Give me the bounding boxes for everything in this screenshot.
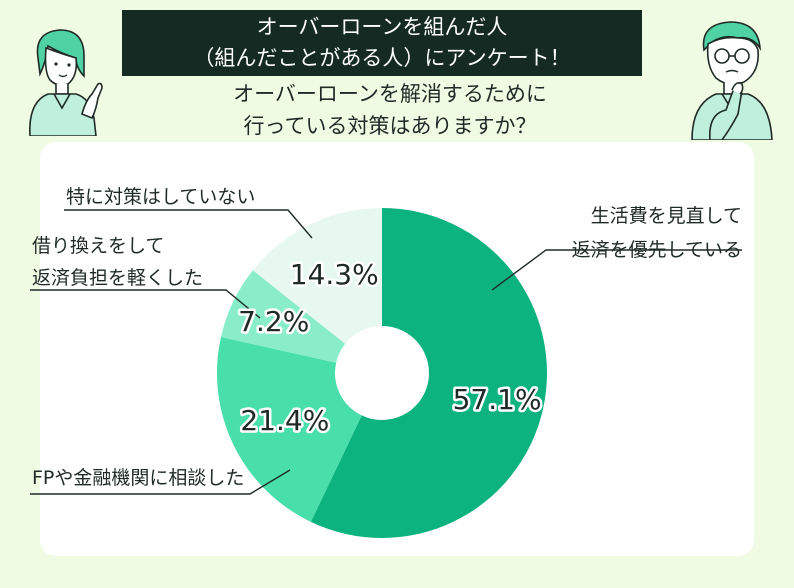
leader-line-2 bbox=[30, 289, 261, 319]
category-label-0-line-1: 返済を優先している bbox=[572, 239, 742, 261]
category-label-2-line-1: 返済負担を軽くした bbox=[32, 267, 203, 289]
category-label-1-line-0: FPや金融機関に相談した bbox=[32, 467, 244, 489]
question-line-2: 行っている対策はありますか？ bbox=[243, 114, 537, 138]
banner-line-1: オーバーローンを組んだ人 bbox=[256, 15, 508, 39]
leader-line-1 bbox=[30, 469, 291, 495]
value-label-1: 21.4% bbox=[240, 404, 329, 437]
thinking-man-icon bbox=[691, 21, 773, 140]
donut-slice-0 bbox=[310, 208, 547, 538]
value-label-0: 57.1% bbox=[453, 383, 542, 416]
survey-question: オーバーローンを解消するために 行っている対策はありますか？ bbox=[170, 78, 610, 142]
category-label-2-line-0: 借り換えをして bbox=[32, 235, 164, 257]
donut-slice-1 bbox=[216, 337, 362, 522]
category-label-0-line-0: 生活費を見直して bbox=[591, 205, 742, 227]
title-banner: オーバーローンを組んだ人 （組んだことがある人）にアンケート！ bbox=[122, 10, 642, 76]
banner-line-2: （組んだことがある人）にアンケート！ bbox=[193, 46, 571, 70]
donut-slice-3 bbox=[252, 208, 382, 344]
value-label-2: 7.2% bbox=[238, 305, 309, 338]
category-label-3-line-0: 特に対策はしていない bbox=[66, 186, 255, 208]
leader-line-3 bbox=[64, 209, 313, 239]
woman-pointing-icon bbox=[29, 29, 103, 136]
leader-line-0 bbox=[491, 249, 742, 291]
question-line-1: オーバーローンを解消するために bbox=[233, 82, 547, 106]
donut-slice-2 bbox=[220, 270, 346, 363]
value-label-3: 14.3% bbox=[290, 258, 379, 291]
